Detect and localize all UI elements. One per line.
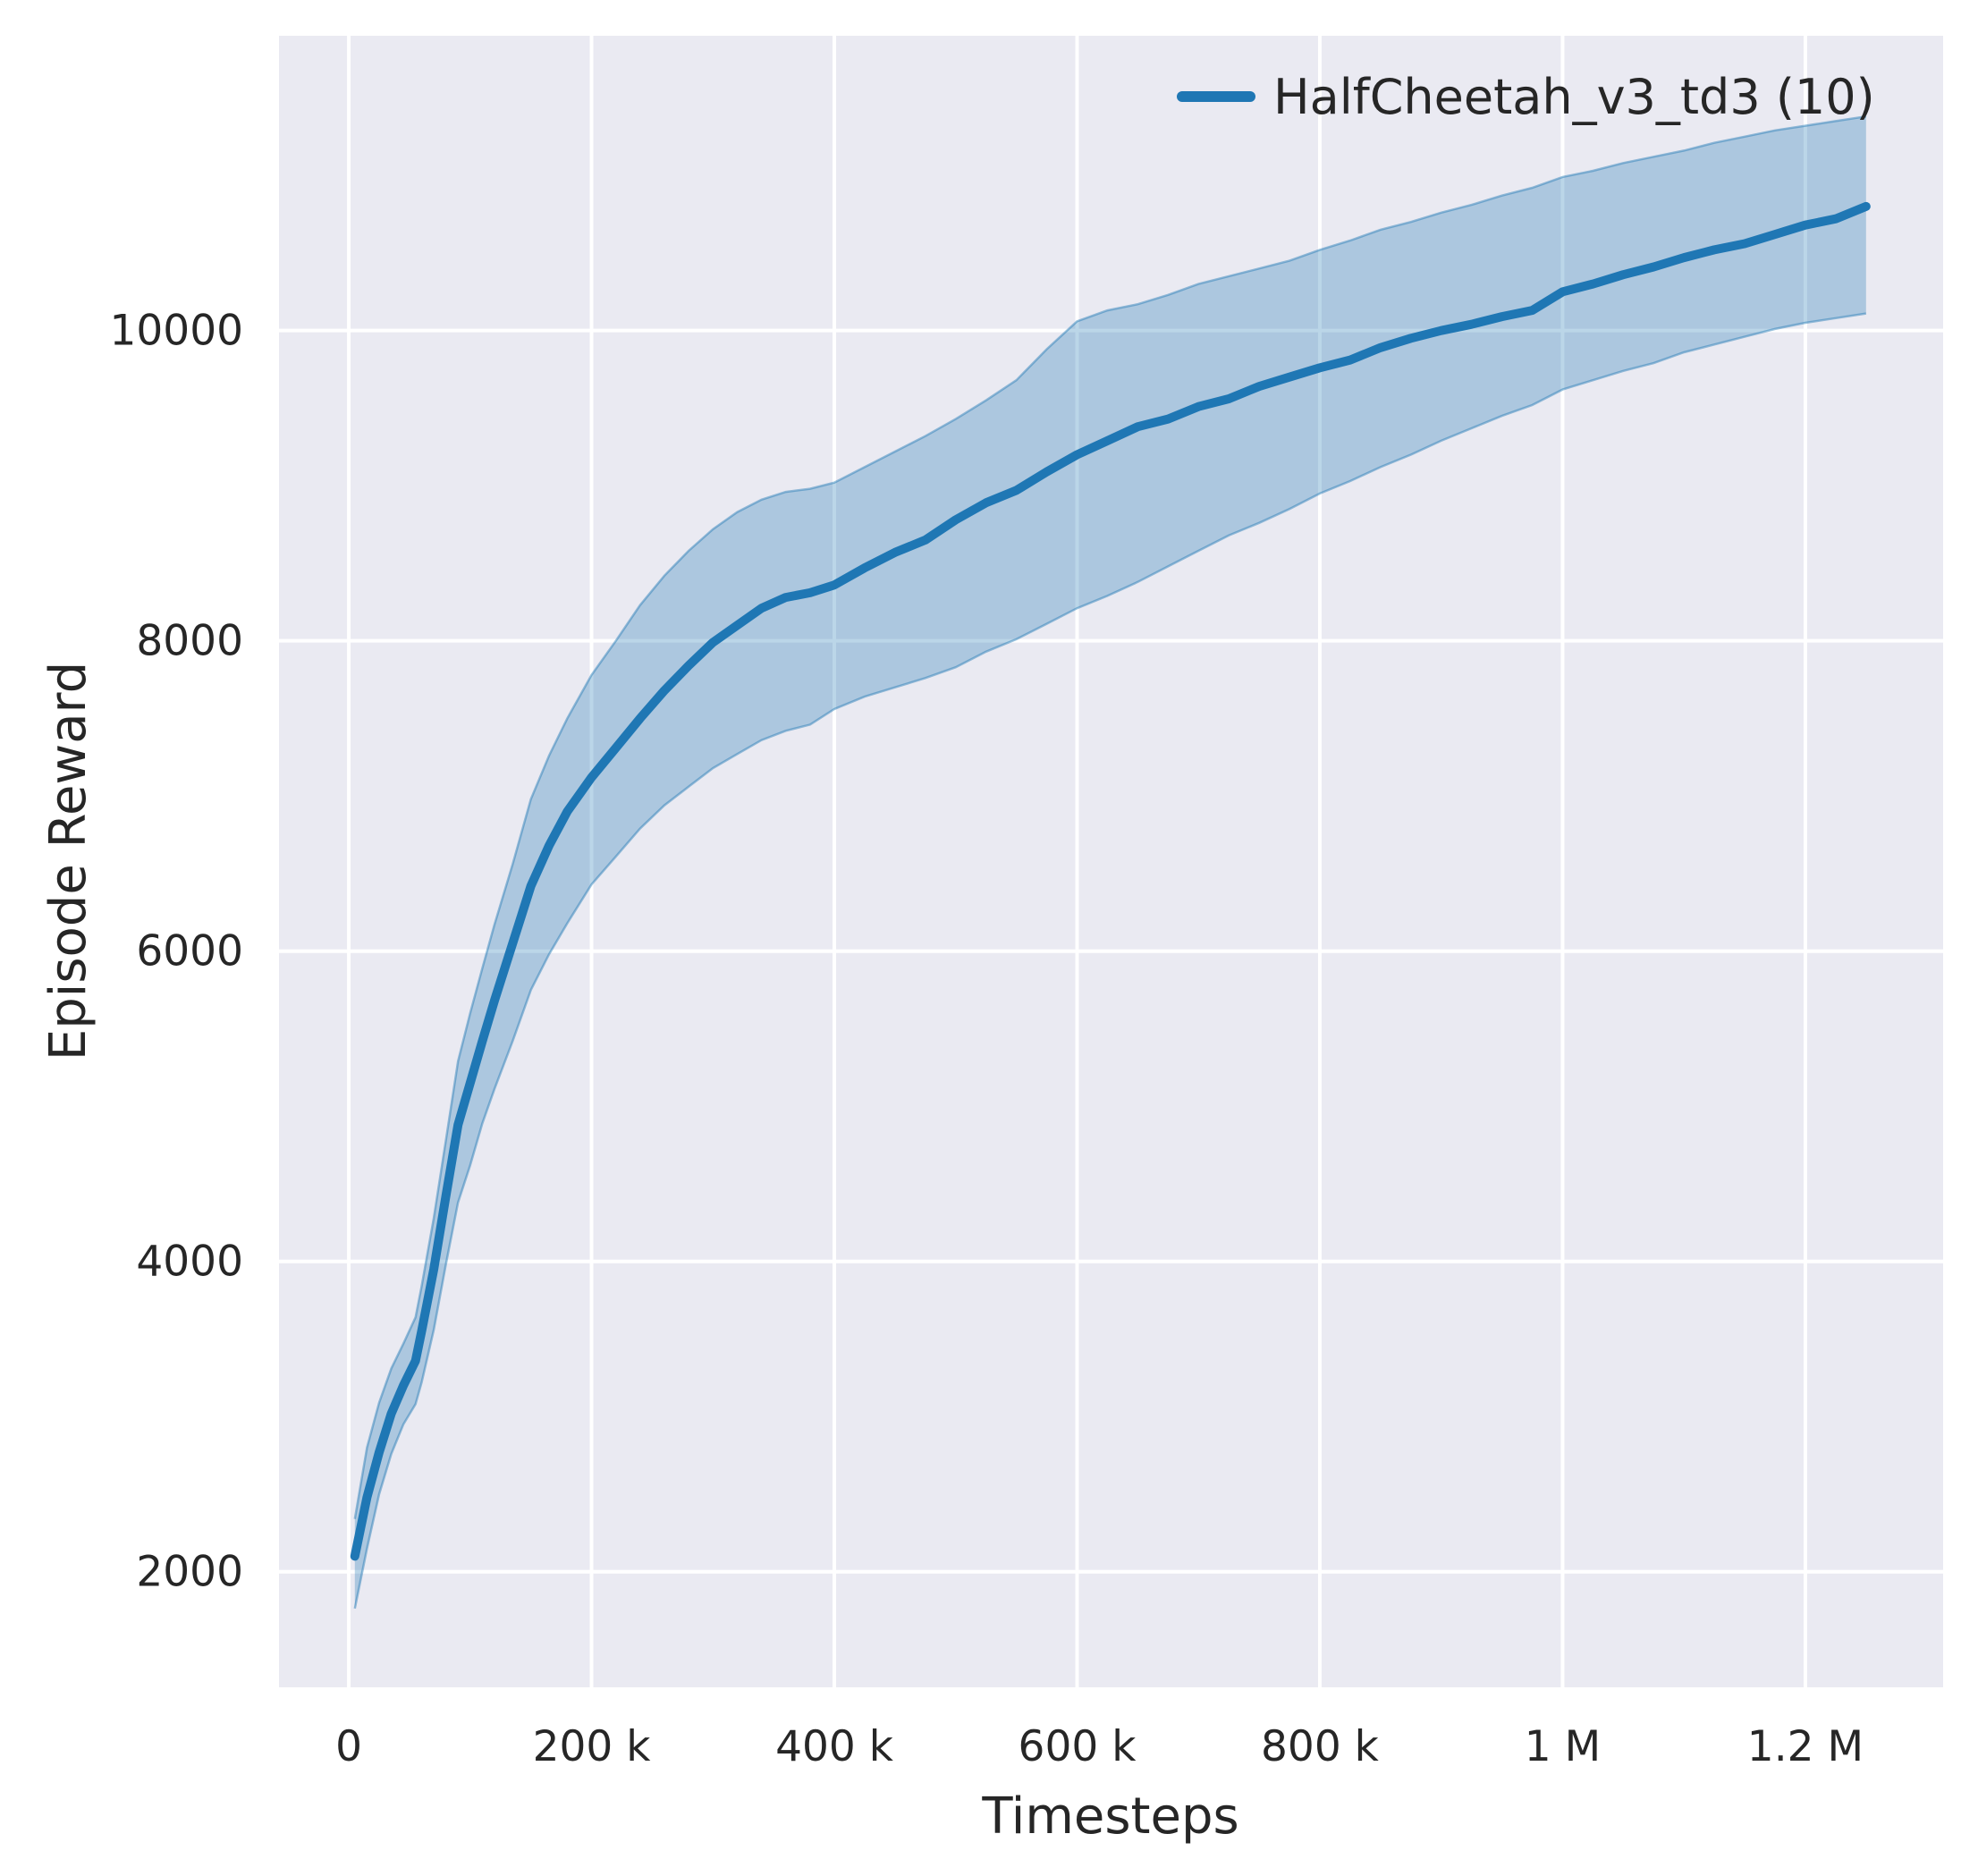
band-lower-edge xyxy=(353,312,1866,1610)
y-axis-label: Episode Reward xyxy=(39,662,97,1061)
plot-background xyxy=(279,36,1943,1687)
mean-line xyxy=(350,201,1871,1561)
x-tick-label: 800 k xyxy=(1261,1722,1380,1771)
y-tick-label: 8000 xyxy=(136,617,243,666)
y-tick-label: 6000 xyxy=(136,927,243,976)
x-tick-label: 600 k xyxy=(1019,1722,1137,1771)
band-upper-edge xyxy=(353,114,1866,1519)
legend: HalfCheetah_v3_td3 (10) xyxy=(1177,69,1875,125)
x-axis-label: Timesteps xyxy=(981,1787,1238,1846)
x-tick-label: 400 k xyxy=(775,1722,894,1771)
x-tick-label: 200 k xyxy=(533,1722,652,1771)
x-tick-label: 1 M xyxy=(1525,1722,1601,1771)
tick-labels: 0 200 k 400 k 600 k 800 k 1 M 1.2 M 2000 4000 600… xyxy=(109,307,1864,1771)
x-tick-label: 1.2 M xyxy=(1747,1722,1864,1771)
y-tick-label: 10000 xyxy=(109,307,243,356)
y-tick-label: 4000 xyxy=(136,1238,243,1287)
x-tick-label: 0 xyxy=(335,1722,362,1771)
legend-series-label: HalfCheetah_v3_td3 (10) xyxy=(1273,69,1875,125)
plot-panel xyxy=(279,36,1943,1687)
y-tick-label: 2000 xyxy=(136,1548,243,1597)
confidence-band xyxy=(354,116,1866,1609)
data-layer xyxy=(350,114,1871,1610)
